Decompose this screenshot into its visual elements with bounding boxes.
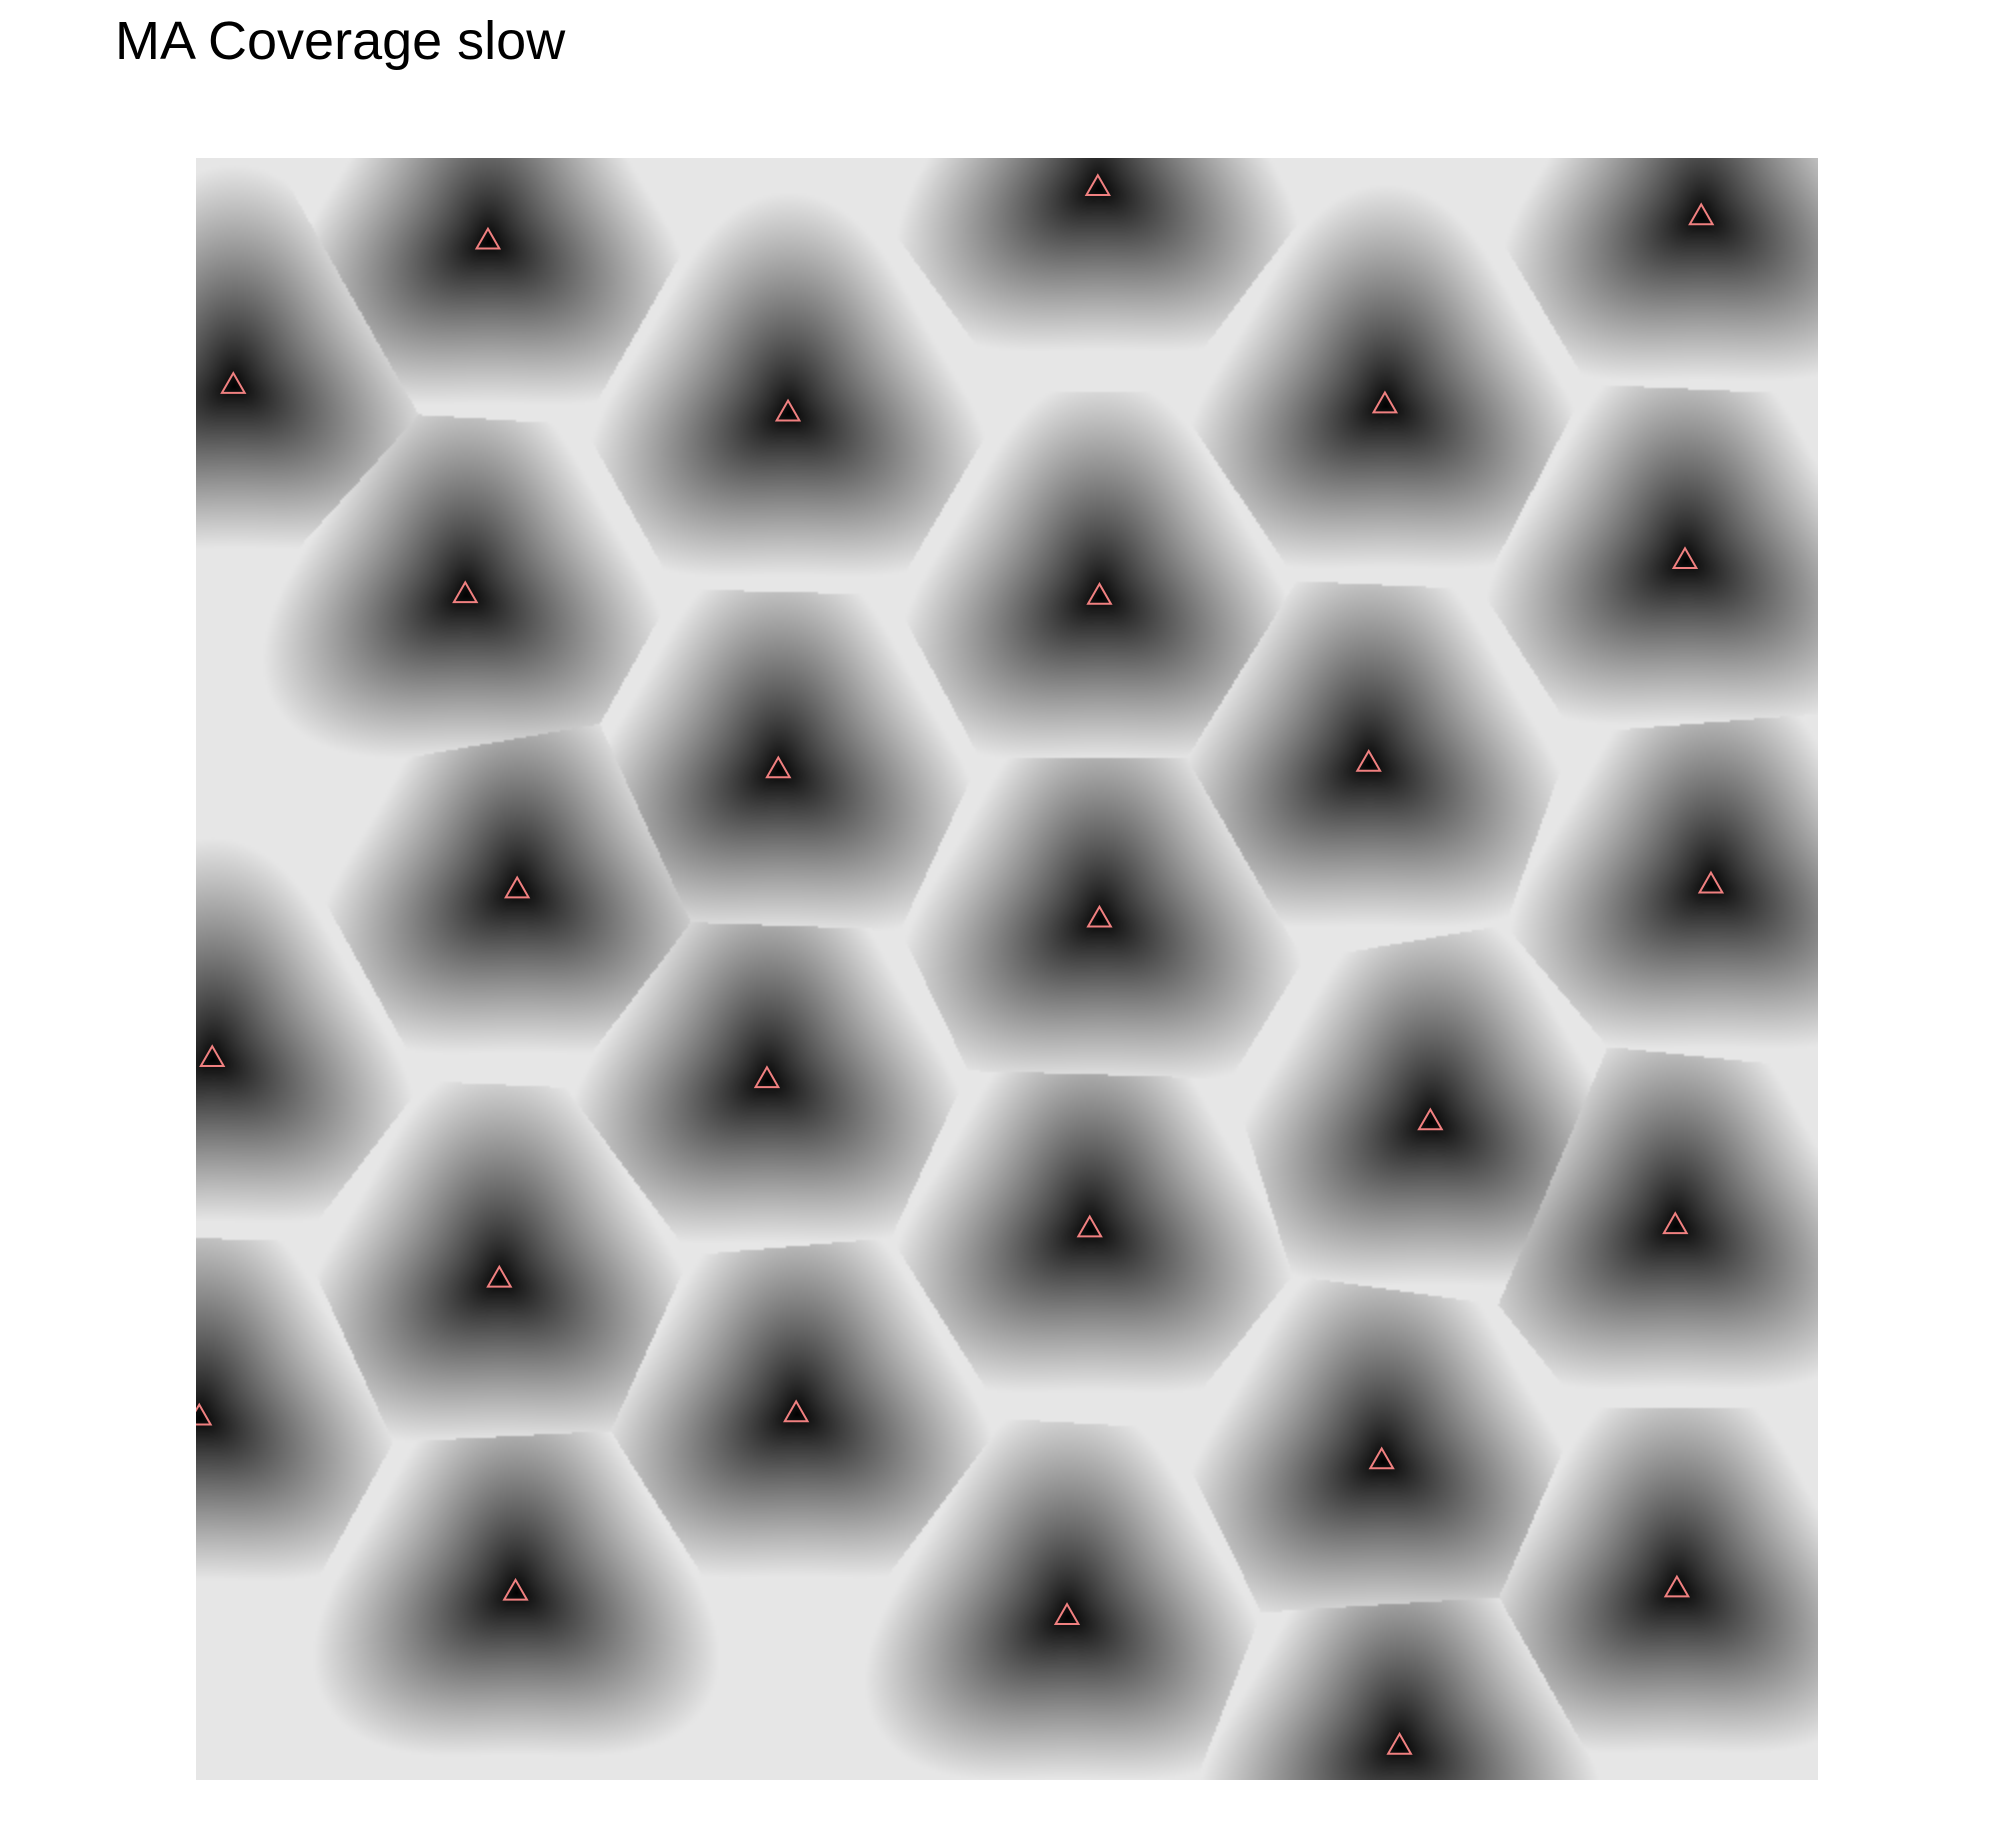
site-marker-triangle — [1371, 390, 1399, 414]
site-marker-triangle — [1688, 202, 1715, 226]
coverage-heatmap — [196, 158, 1818, 1780]
site-marker-triangle — [220, 371, 247, 394]
site-marker-triangle — [783, 1399, 810, 1423]
site-marker-triangle — [1053, 1602, 1081, 1625]
site-marker-triangle — [1076, 1214, 1103, 1238]
site-marker-triangle — [474, 226, 502, 250]
site-marker-triangle — [452, 580, 479, 604]
site-marker-triangle — [1386, 1731, 1413, 1755]
site-marker-triangle — [1355, 749, 1382, 772]
site-marker-triangle — [196, 1402, 213, 1426]
site-marker-triangle — [753, 1065, 781, 1089]
site-marker-triangle — [1084, 173, 1111, 196]
site-marker-triangle — [504, 875, 531, 899]
site-marker-triangle — [1663, 1574, 1691, 1598]
site-marker-triangle — [486, 1264, 513, 1288]
site-marker-layer — [196, 173, 1725, 1755]
chart-title: MA Coverage slow — [115, 11, 566, 71]
site-marker-triangle — [1086, 904, 1113, 928]
site-marker-triangle — [1671, 546, 1699, 570]
site-marker-triangle — [765, 755, 792, 779]
site-marker-triangle — [774, 398, 802, 422]
site-marker-triangle — [199, 1044, 226, 1068]
site-marker-triangle — [1086, 581, 1113, 605]
site-marker-triangle — [1662, 1211, 1689, 1235]
site-marker-triangle — [1368, 1446, 1395, 1470]
site-marker-triangle — [502, 1577, 529, 1601]
site-marker-triangle — [1697, 870, 1725, 894]
site-marker-triangle — [1417, 1107, 1444, 1131]
plot-area — [196, 158, 1818, 1780]
